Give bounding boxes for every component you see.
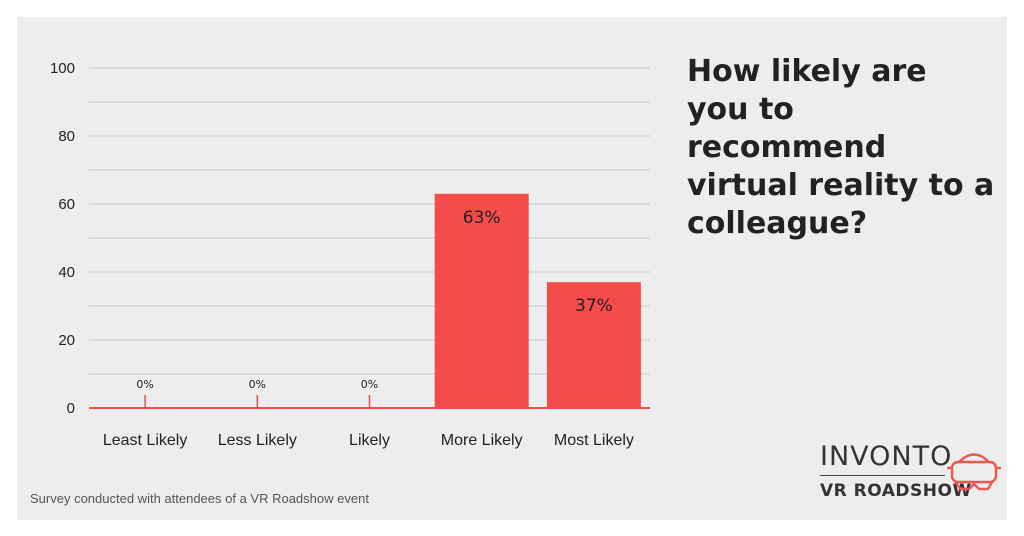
data-label: 37% xyxy=(575,296,613,316)
category-label: Less Likely xyxy=(218,432,297,449)
logo-divider xyxy=(820,475,945,476)
data-label: 0% xyxy=(136,378,153,391)
logo-wordmark: INVONTO xyxy=(820,441,953,472)
bars xyxy=(89,193,650,409)
y-axis-ticks: 0 20 40 60 80 100 xyxy=(50,60,75,417)
y-tick-label: 0 xyxy=(67,400,75,417)
chart-title: How likely are you to recommend virtual … xyxy=(687,54,995,242)
data-labels: 0% 0% 0% 63% 37% xyxy=(136,208,612,391)
y-tick-label: 80 xyxy=(58,128,75,145)
data-label: 63% xyxy=(463,208,501,228)
logo-subtitle: VR ROADSHOW xyxy=(820,481,972,501)
y-tick-label: 60 xyxy=(58,196,75,213)
category-label: More Likely xyxy=(441,432,523,449)
category-labels: Least Likely Less Likely Likely More Likely… xyxy=(103,432,634,449)
category-label: Likely xyxy=(349,432,390,449)
vr-headset-icon xyxy=(947,453,1002,491)
chart-panel: 0 20 40 60 80 100 0% 0% 0% 63% 37% Least Likely Le… xyxy=(17,17,1007,520)
footnote: Survey conducted with attendees of a VR … xyxy=(30,491,369,506)
gridlines xyxy=(89,67,650,375)
y-tick-label: 20 xyxy=(58,332,75,349)
bar xyxy=(434,193,529,408)
data-label: 0% xyxy=(361,378,378,391)
data-label: 0% xyxy=(249,378,266,391)
category-label: Most Likely xyxy=(554,432,634,449)
x-axis-ticks xyxy=(144,395,371,408)
category-label: Least Likely xyxy=(103,432,188,449)
invonto-logo: INVONTO VR ROADSHOW xyxy=(817,442,1002,512)
y-tick-label: 100 xyxy=(50,60,75,77)
bar xyxy=(546,282,641,408)
y-tick-label: 40 xyxy=(58,264,75,281)
